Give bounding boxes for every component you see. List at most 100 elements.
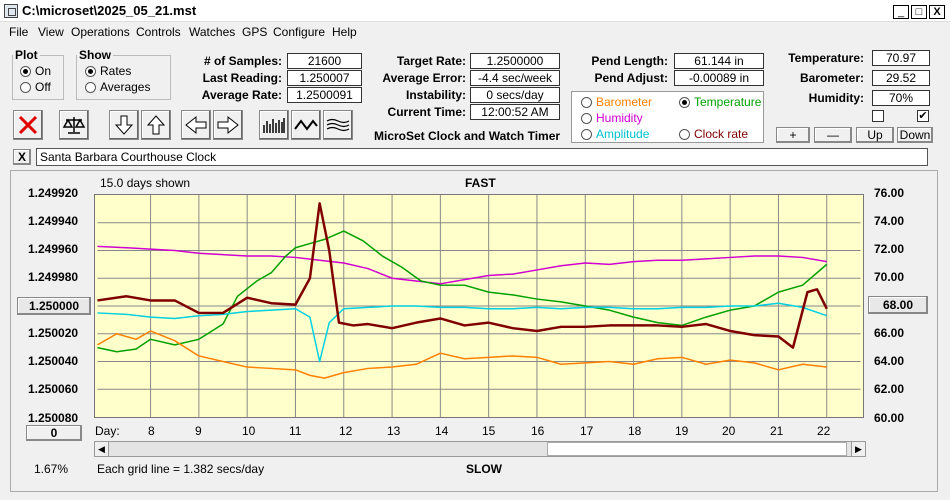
- radio-dot: [581, 96, 592, 108]
- horizontal-scrollbar[interactable]: ◀ ▶: [94, 441, 866, 457]
- show-averages-radio[interactable]: Averages: [85, 80, 150, 94]
- day-tick: 22: [817, 424, 831, 438]
- series-amplitude: [97, 302, 828, 363]
- right-axis-tick: 70.00: [874, 270, 905, 284]
- wave-button[interactable]: [291, 110, 321, 140]
- day-tick: 18: [628, 424, 642, 438]
- last-reading-label: Last Reading:: [202, 71, 282, 85]
- slow-label: SLOW: [466, 462, 502, 476]
- day-tick: 12: [339, 424, 353, 438]
- left-axis-tick: 1.249980: [28, 270, 79, 284]
- multi-wave-button[interactable]: [323, 110, 353, 140]
- scale-plus-button[interactable]: +: [776, 127, 810, 143]
- right-arrow-button[interactable]: [213, 110, 243, 140]
- left-arrow-icon: [185, 115, 207, 135]
- minimize-button[interactable]: _: [893, 5, 909, 19]
- fast-label: FAST: [465, 176, 496, 190]
- menu-watches[interactable]: Watches: [189, 25, 236, 39]
- down-arrow-button[interactable]: [109, 110, 139, 140]
- scale-minus-button[interactable]: —: [814, 127, 852, 143]
- plot-group: Plot: [12, 48, 64, 100]
- plot-off-radio[interactable]: Off: [20, 80, 51, 94]
- scroll-left-icon[interactable]: ◀: [95, 442, 109, 456]
- humidity-value: 70%: [872, 90, 930, 106]
- pend-length-value: 61.144 in: [674, 53, 764, 69]
- offset-zero-button[interactable]: 0: [26, 425, 82, 441]
- sensor-barometer-radio[interactable]: Barometer: [581, 95, 652, 109]
- down-arrow-icon: [114, 115, 134, 135]
- target-rate-label: Target Rate:: [396, 54, 466, 68]
- menu-file[interactable]: File: [9, 25, 29, 39]
- left-axis-tick: 1.249960: [28, 242, 79, 256]
- scroll-right-icon[interactable]: ▶: [851, 442, 865, 456]
- menu-operations[interactable]: Operations: [71, 25, 130, 39]
- scroll-thumb[interactable]: [547, 442, 847, 456]
- show-group-title: Show: [79, 48, 111, 62]
- rate-plot[interactable]: [94, 194, 864, 418]
- close-button[interactable]: X: [929, 5, 945, 19]
- center-sensor-button[interactable]: 68.00: [868, 296, 928, 314]
- radio-dot: [85, 81, 96, 93]
- menu-help[interactable]: Help: [332, 25, 357, 39]
- bars-button[interactable]: [259, 110, 289, 140]
- samples-label: # of Samples:: [203, 54, 282, 68]
- right-axis-tick: 64.00: [874, 354, 905, 368]
- left-axis-tick: 1.249920: [28, 186, 79, 200]
- right-axis-tick: 72.00: [874, 242, 905, 256]
- left-axis-tick: 1.250080: [28, 411, 79, 425]
- menu-configure[interactable]: Configure: [273, 25, 326, 39]
- day-tick: 19: [675, 424, 689, 438]
- radio-dot: [679, 96, 690, 108]
- scale-up-button[interactable]: Up: [856, 127, 894, 143]
- show-rates-radio[interactable]: Rates: [85, 64, 131, 78]
- day-tick: 20: [722, 424, 736, 438]
- pend-adjust-label: Pend Adjust:: [594, 71, 668, 85]
- up-arrow-icon: [146, 115, 166, 135]
- sensor-clock-rate-radio[interactable]: Clock rate: [679, 127, 748, 141]
- series-barometer: [97, 330, 827, 379]
- scale-down-button[interactable]: Down: [897, 127, 933, 143]
- sensor-select-box: [571, 91, 764, 143]
- option-checkbox-1[interactable]: [872, 110, 884, 122]
- menu-gps[interactable]: GPS: [242, 25, 268, 39]
- product-name: MicroSet Clock and Watch Timer: [374, 129, 561, 143]
- target-rate-value: 1.2500000: [470, 53, 560, 69]
- day-tick: 15: [482, 424, 496, 438]
- balance-button[interactable]: [59, 110, 89, 140]
- left-axis-tick: 1.250020: [28, 326, 79, 340]
- left-axis-tick: 1.250040: [28, 354, 79, 368]
- multi-wave-icon: [326, 118, 350, 132]
- right-axis-tick: 66.00: [874, 326, 905, 340]
- left-arrow-button[interactable]: [181, 110, 211, 140]
- menu-view[interactable]: View: [38, 25, 64, 39]
- instability-label: Instability:: [405, 88, 466, 102]
- radio-dot: [85, 65, 96, 77]
- option-checkbox-2[interactable]: ✔: [917, 110, 929, 122]
- menu-controls[interactable]: Controls: [136, 25, 181, 39]
- sensor-amplitude-radio[interactable]: Amplitude: [581, 127, 649, 141]
- left-axis-tick: 1.249940: [28, 214, 79, 228]
- stop-icon: [18, 115, 38, 135]
- series-humidity: [97, 245, 827, 285]
- clock-name-field[interactable]: Santa Barbara Courthouse Clock: [36, 148, 928, 166]
- left-axis-tick: 1.250060: [28, 382, 79, 396]
- days-shown-label: 15.0 days shown: [100, 176, 191, 190]
- day-axis-label: Day:: [95, 424, 120, 438]
- maximize-button[interactable]: □: [911, 5, 927, 19]
- bars-icon: [263, 118, 285, 133]
- radio-dot: [679, 128, 690, 140]
- sensor-temperature-radio[interactable]: Temperature: [679, 95, 761, 109]
- pend-adjust-value: -0.00089 in: [674, 70, 764, 86]
- samples-value: 21600: [287, 53, 362, 69]
- radio-dot: [20, 65, 31, 77]
- day-tick: 13: [387, 424, 401, 438]
- grid-note: Each grid line = 1.382 secs/day: [97, 462, 265, 476]
- sensor-humidity-radio[interactable]: Humidity: [581, 111, 643, 125]
- up-arrow-button[interactable]: [141, 110, 171, 140]
- plot-on-radio[interactable]: On: [20, 64, 51, 78]
- stop-button[interactable]: [13, 110, 43, 140]
- center-rate-button[interactable]: 1.250000: [17, 297, 91, 315]
- wave-icon: [294, 119, 318, 131]
- close-name-button[interactable]: X: [13, 149, 31, 165]
- temperature-value: 70.97: [872, 50, 930, 66]
